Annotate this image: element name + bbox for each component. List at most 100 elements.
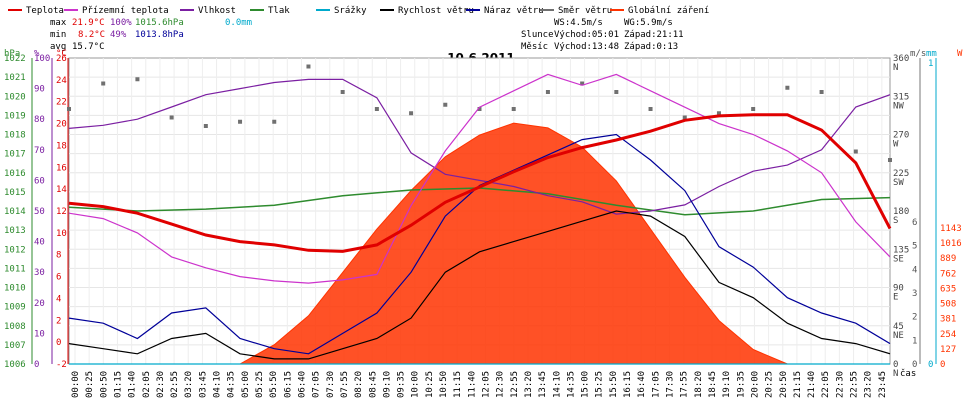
point-smer-vetru <box>238 119 243 124</box>
axis-tick-hpa: 1017 <box>4 150 26 160</box>
point-smer-vetru <box>545 90 550 94</box>
x-tick-label: 09:35 <box>397 371 407 398</box>
axis-tick-dir-name: N <box>893 369 898 379</box>
axis-tick-dir-deg: 45 <box>893 322 904 332</box>
x-tick-label: 22:05 <box>821 371 831 398</box>
x-tick-label: 20:50 <box>779 371 789 398</box>
x-tick-label: 23:20 <box>864 371 874 398</box>
series-globalni-zareni <box>238 122 788 365</box>
axis-tick-dir-deg: 90 <box>893 284 904 294</box>
axis-tick-w: 635 <box>940 284 956 294</box>
legend-label-vlhkost: Vlhkost <box>198 6 236 16</box>
stat-max-temp: 21.9°C <box>72 18 105 28</box>
axis-tick-pct: 10 <box>34 329 45 339</box>
x-tick-label: 08:20 <box>354 371 364 398</box>
axis-tick-hpa: 1020 <box>4 92 26 102</box>
x-tick-label: 10:50 <box>439 371 449 398</box>
moon-label: Měsíc <box>521 42 548 52</box>
axis-tick-c: -2 <box>56 360 67 370</box>
x-tick-label: 03:20 <box>184 371 194 398</box>
axis-tick-pct: 40 <box>34 238 45 248</box>
axis-tick-c: 18 <box>56 141 67 151</box>
moon-set: Západ:0:13 <box>624 42 678 52</box>
x-tick-label: 17:05 <box>651 371 661 398</box>
stat-min-temp: 8.2°C <box>78 30 105 40</box>
axis-tick-ms: 1 <box>912 336 917 346</box>
axis-tick-c: 16 <box>56 163 67 173</box>
series-prizemni <box>68 73 891 284</box>
axis-tick-dir-deg: 360 <box>893 54 909 64</box>
axis-tick-dir-name: E <box>893 293 898 303</box>
axis-tick-hpa: 1010 <box>4 284 26 294</box>
axis-tick-c: 14 <box>56 185 67 195</box>
axis-tick-hpa: 1006 <box>4 360 26 370</box>
axis-tick-w: 127 <box>940 345 956 355</box>
point-smer-vetru <box>101 81 106 86</box>
point-smer-vetru <box>511 107 516 111</box>
sun-moon-info: WS:4.5m/s WG:5.9m/s Slunce Východ:05:01 … <box>521 18 684 52</box>
point-smer-vetru <box>374 107 379 111</box>
legend-label-smer: Směr větru <box>558 6 612 16</box>
axis-tick-hpa: 1009 <box>4 303 26 313</box>
axis-tick-c: 24 <box>56 76 67 86</box>
x-tick-label: 06:15 <box>283 371 293 398</box>
point-smer-vetru <box>203 124 208 128</box>
axis-tick-dir-name: N <box>893 63 898 73</box>
axis-unit-pct: % <box>34 49 40 59</box>
wind-ws: WS:4.5m/s <box>554 18 603 28</box>
x-tick-label: 00:00 <box>71 371 81 398</box>
point-smer-vetru <box>682 115 687 120</box>
axis-tick-dir-name: SW <box>893 178 904 188</box>
axis-tick-ms: 4 <box>912 265 917 275</box>
stat-max-press: 1015.6hPa <box>135 18 184 28</box>
x-tick-label: 15:00 <box>581 371 591 398</box>
sun-set: Západ:21:11 <box>624 30 684 40</box>
axis-tick-ms: 5 <box>912 242 917 252</box>
x-tick-label: 16:40 <box>637 371 647 398</box>
axis-unit-mm: mm <box>926 49 937 59</box>
legend-label-rychlost: Rychlost větru <box>398 6 474 16</box>
x-tick-label: 04:35 <box>227 371 237 398</box>
sun-rise: Východ:05:01 <box>554 30 619 40</box>
axis-tick-dir-deg: 315 <box>893 92 909 102</box>
axis-tick-c: 22 <box>56 98 67 108</box>
axis-tick-dir-deg: 270 <box>893 131 909 141</box>
point-smer-vetru <box>614 90 619 94</box>
axis-tick-ms: 2 <box>912 313 917 323</box>
x-tick-label: 20:25 <box>765 371 775 398</box>
stat-max-hum: 100% <box>110 18 132 28</box>
axis-tick-hpa: 1022 <box>4 54 26 64</box>
point-smer-vetru <box>580 81 585 86</box>
x-tick-label: 17:55 <box>680 371 690 398</box>
axis-tick-w: 1143 <box>940 224 962 234</box>
x-tick-label: 23:45 <box>878 371 888 398</box>
axis-tick-dir-deg: 135 <box>893 245 909 255</box>
legend-label-tlak: Tlak <box>268 6 290 16</box>
x-tick-label: 02:30 <box>156 371 166 398</box>
axis-tick-dir-name: NW <box>893 101 904 111</box>
axis-unit-ms: m/s <box>910 49 926 59</box>
x-tick-label: 10:00 <box>411 371 421 398</box>
x-tick-label: 03:45 <box>198 371 208 398</box>
axis-tick-pct: 90 <box>34 85 45 95</box>
axis-tick-mm: 1 <box>928 59 933 69</box>
axis-tick-c: 4 <box>56 294 61 304</box>
x-tick-label: 09:10 <box>382 371 392 398</box>
axis-unit-c: °C <box>56 49 67 59</box>
axis-tick-hpa: 1013 <box>4 226 26 236</box>
stat-avg-temp: 15.7°C <box>72 42 105 52</box>
stat-max-label: max <box>50 18 67 28</box>
axis-tick-w: 0 <box>940 360 945 370</box>
stat-avg-label: avg <box>50 42 66 52</box>
x-tick-label: 18:45 <box>708 371 718 398</box>
x-tick-label: 05:50 <box>269 371 279 398</box>
sun-label: Slunce <box>521 30 554 40</box>
x-tick-label: 13:45 <box>538 371 548 398</box>
x-tick-label: 01:15 <box>113 371 123 398</box>
moon-rise: Východ:13:48 <box>554 42 619 52</box>
x-tick-label: 21:40 <box>807 371 817 398</box>
stats-block: max 21.9°C 100% 1015.6hPa 0.0mm min 8.2°… <box>50 18 252 52</box>
x-tick-label: 11:15 <box>453 371 463 398</box>
x-axis: 00:00 00:25 00:50 01:15 01:40 02:05 02:30 02:55… <box>71 371 888 398</box>
